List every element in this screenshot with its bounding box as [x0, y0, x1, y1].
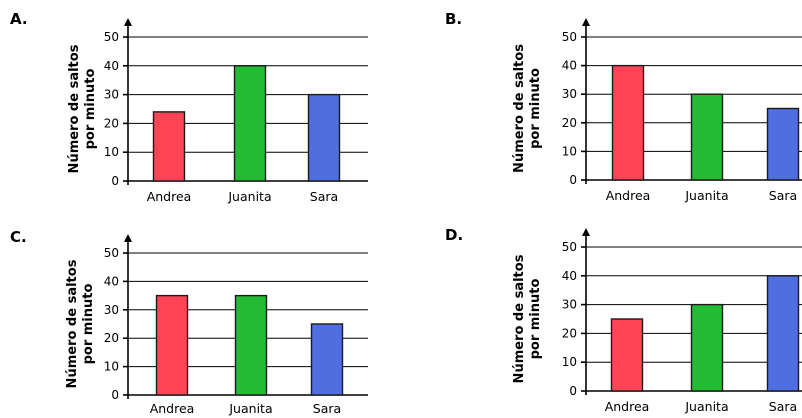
- y-tick-label: 50: [562, 30, 577, 44]
- y-tick-label: 30: [562, 87, 577, 101]
- y-tick-label: 10: [104, 360, 119, 374]
- y-axis-label: Número de saltospor minuto: [512, 44, 543, 173]
- y-tick-label: 0: [111, 388, 119, 402]
- y-tick-label: 30: [562, 298, 577, 312]
- y-tick-label: 40: [104, 59, 119, 73]
- y-axis-label: Número de saltospor minuto: [67, 44, 98, 173]
- bar-andrea: [611, 64, 645, 181]
- y-tick-label: 20: [562, 116, 577, 130]
- bar-juanita: [690, 303, 724, 392]
- y-tick-label: 0: [111, 174, 119, 188]
- bar-andrea: [152, 111, 186, 182]
- bar-sara: [310, 323, 344, 396]
- category-label: Andrea: [606, 188, 651, 203]
- y-tick-label: 20: [104, 116, 119, 130]
- y-tick-label: 40: [562, 59, 577, 73]
- y-tick-label: 30: [104, 88, 119, 102]
- bar-juanita: [233, 65, 267, 182]
- chart-panel-2: B. 0 10 20 30 40 50 Andrea Juanita Sara Número de …: [445, 10, 802, 203]
- category-label: Juanita: [227, 189, 271, 204]
- bar-sara: [766, 107, 800, 181]
- panel-label: C.: [10, 228, 27, 246]
- category-label: Sara: [769, 399, 797, 414]
- category-label: Juanita: [684, 399, 728, 414]
- y-tick-label: 10: [562, 355, 577, 369]
- y-tick-label: 50: [562, 240, 577, 254]
- y-tick-label: 0: [569, 384, 577, 398]
- y-tick-label: 50: [104, 30, 119, 44]
- category-label: Juanita: [684, 188, 728, 203]
- y-tick-label: 30: [104, 303, 119, 317]
- bar-andrea: [610, 318, 644, 392]
- bar-sara: [766, 275, 800, 392]
- y-tick-label: 20: [104, 331, 119, 345]
- bar-juanita: [234, 294, 268, 396]
- panel-label: A.: [10, 10, 28, 28]
- bar-juanita: [690, 93, 724, 181]
- category-label: Andrea: [147, 189, 192, 204]
- y-tick-label: 10: [562, 144, 577, 158]
- category-label: Sara: [313, 401, 341, 416]
- y-tick-label: 40: [104, 274, 119, 288]
- y-axis-label: Número de saltospor minuto: [512, 254, 543, 383]
- y-axis-arrow: [124, 18, 132, 26]
- panel-label: B.: [445, 10, 462, 28]
- chart-panel-3: C. 0 10 20 30 40 50 Andrea Juanita Sara Número de …: [10, 228, 368, 416]
- category-label: Andrea: [150, 401, 195, 416]
- y-axis-label: Número de saltospor minuto: [65, 259, 96, 388]
- y-tick-label: 50: [104, 246, 119, 260]
- y-tick-label: 10: [104, 145, 119, 159]
- y-tick-label: 20: [562, 326, 577, 340]
- bar-sara: [307, 93, 341, 182]
- chart-panel-1: A. 0 10 20 30 40 50 Andrea Juanita Sara Número de …: [10, 10, 368, 204]
- y-tick-label: 0: [569, 173, 577, 187]
- chart-panel-4: D. 0 10 20 30 40 50 Andrea Juanita Sara Número de …: [445, 226, 802, 414]
- y-axis-arrow: [582, 18, 590, 26]
- y-axis-arrow: [124, 234, 132, 242]
- panel-label: D.: [445, 226, 463, 244]
- bar-andrea: [155, 294, 189, 396]
- category-label: Sara: [310, 189, 338, 204]
- category-label: Sara: [769, 188, 797, 203]
- y-axis-arrow: [582, 228, 590, 236]
- y-tick-label: 40: [562, 269, 577, 283]
- category-label: Juanita: [228, 401, 272, 416]
- category-label: Andrea: [605, 399, 650, 414]
